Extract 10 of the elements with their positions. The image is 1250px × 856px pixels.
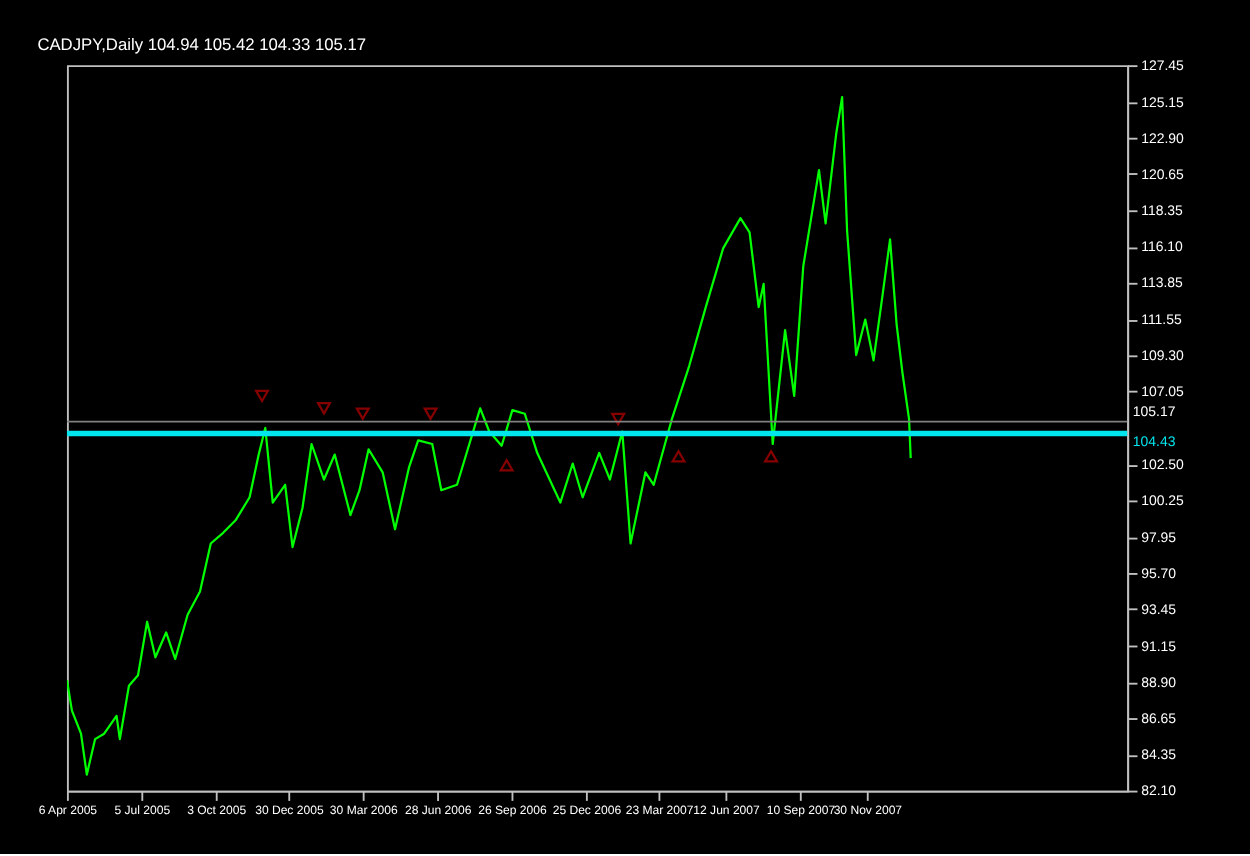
point <box>499 459 514 472</box>
point <box>764 450 779 463</box>
point <box>611 412 626 426</box>
point <box>316 402 331 415</box>
point <box>355 407 370 420</box>
point <box>671 450 686 463</box>
chart-title: CADJPY,Daily 104.94 105.42 104.33 105.17 <box>37 34 367 55</box>
point <box>423 407 438 420</box>
point <box>254 389 269 403</box>
line-series <box>66 96 912 776</box>
